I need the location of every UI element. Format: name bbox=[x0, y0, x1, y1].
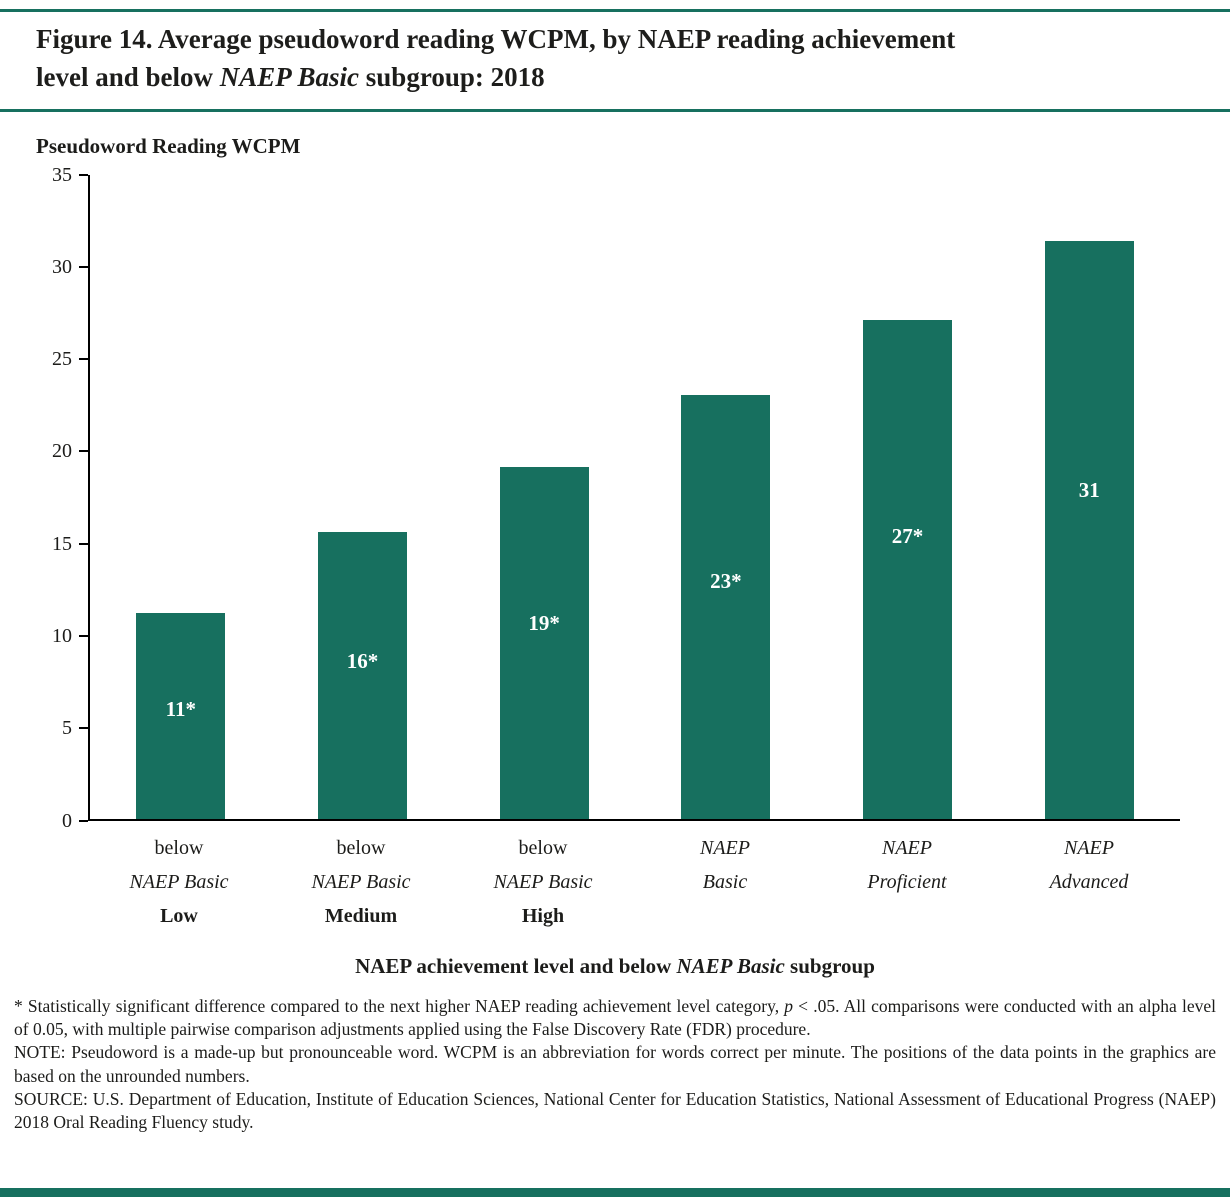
y-tick-mark bbox=[79, 727, 88, 730]
category-label-5: NAEP Proficient bbox=[816, 831, 998, 934]
bar-6: 31 bbox=[1044, 240, 1134, 819]
bar-value-label: 23* bbox=[710, 568, 742, 593]
x-axis-title: NAEP achievement level and below NAEP Ba… bbox=[355, 953, 875, 978]
bar-slot-1: 11* bbox=[90, 175, 272, 819]
bar-slot-6: 31 bbox=[998, 175, 1180, 819]
category-label-line: Basic bbox=[702, 870, 748, 893]
source-footnote: SOURCE: U.S. Department of Education, In… bbox=[14, 1088, 1216, 1133]
y-tick-mark bbox=[79, 542, 88, 545]
x-category-labels: below NAEP Basic Low below NAEP Basic Medium b… bbox=[88, 831, 1180, 934]
category-label-1: below NAEP Basic Low bbox=[88, 831, 270, 934]
category-label-line: Low bbox=[160, 905, 198, 928]
bar-slot-2: 16* bbox=[272, 175, 454, 819]
y-tick-label: 0 bbox=[62, 809, 72, 832]
category-label-3: below NAEP Basic High bbox=[452, 831, 634, 934]
note-footnote: NOTE: Pseudoword is a made-up but pronou… bbox=[14, 1042, 1216, 1086]
bar-5: 27* bbox=[863, 319, 953, 819]
category-label-2: below NAEP Basic Medium bbox=[270, 831, 452, 934]
top-rule bbox=[0, 9, 1230, 12]
category-label-line: NAEP Basic bbox=[493, 870, 593, 893]
y-tick-label: 35 bbox=[52, 163, 72, 186]
plot-area: 11* 16* 19* 23* 27* 31 bbox=[88, 174, 1180, 821]
bar-value-label: 11* bbox=[165, 697, 196, 721]
bar-value-label: 16* bbox=[346, 649, 379, 674]
bar-3: 19* bbox=[499, 467, 589, 819]
y-tick-label: 20 bbox=[52, 440, 72, 463]
bar-value-label: 27* bbox=[891, 524, 924, 549]
title-rule bbox=[0, 108, 1230, 112]
bar-slot-5: 27* bbox=[817, 175, 999, 819]
y-tick-mark bbox=[79, 450, 88, 453]
category-label-line: below bbox=[336, 836, 386, 859]
category-label-6: NAEP Advanced bbox=[998, 831, 1180, 934]
footnotes: * Statistically significant difference c… bbox=[0, 979, 1230, 1135]
y-axis: 0 5 10 15 20 25 30 35 bbox=[36, 165, 88, 831]
y-axis-title: Pseudoword Reading WCPM bbox=[36, 133, 301, 158]
y-tick-mark bbox=[79, 635, 88, 638]
y-tick-mark bbox=[79, 819, 88, 822]
category-label-line: NAEP Basic bbox=[311, 870, 411, 893]
y-tick-mark bbox=[79, 265, 88, 268]
y-tick-label: 30 bbox=[52, 255, 72, 278]
category-label-line: NAEP bbox=[1064, 836, 1114, 859]
y-tick-label: 10 bbox=[52, 625, 72, 648]
bar-4: 23* bbox=[681, 395, 771, 819]
category-label-line: NAEP bbox=[700, 836, 750, 859]
y-tick-label: 15 bbox=[52, 532, 72, 555]
bar-value-label: 19* bbox=[528, 611, 560, 636]
y-tick-mark bbox=[79, 173, 88, 176]
y-tick-label: 25 bbox=[52, 348, 72, 371]
category-label-line: Medium bbox=[324, 905, 398, 928]
category-label-4: NAEP Basic bbox=[634, 831, 816, 934]
category-label-line: Proficient bbox=[867, 870, 947, 893]
bar-2: 16* bbox=[318, 531, 408, 819]
figure-title-line1: Figure 14. Average pseudoword reading WC… bbox=[36, 24, 956, 54]
category-label-line: High bbox=[521, 905, 565, 928]
figure-title-line2: level and below NAEP Basic subgroup: 201… bbox=[36, 61, 545, 92]
bar-slot-4: 23* bbox=[635, 175, 817, 819]
category-label-line: NAEP Basic bbox=[129, 870, 229, 893]
significance-footnote: * Statistically significant difference c… bbox=[14, 995, 1216, 1040]
figure-title: Figure 14. Average pseudoword reading WC… bbox=[0, 12, 1230, 109]
y-tick-label: 5 bbox=[62, 717, 72, 740]
category-label-line: below bbox=[154, 836, 204, 859]
bar-1: 11* bbox=[136, 612, 226, 819]
category-label-line: Advanced bbox=[1049, 870, 1129, 893]
y-tick-mark bbox=[79, 358, 88, 361]
bar-value-label: 31 bbox=[1078, 477, 1100, 502]
category-label-line: below bbox=[518, 836, 568, 859]
bar-chart: 0 5 10 15 20 25 30 35 11* 16* 19* 23* 27* 31 bbox=[36, 165, 1180, 831]
bottom-rule bbox=[0, 1188, 1230, 1197]
bar-slot-3: 19* bbox=[453, 175, 635, 819]
category-label-line: NAEP bbox=[882, 836, 932, 859]
